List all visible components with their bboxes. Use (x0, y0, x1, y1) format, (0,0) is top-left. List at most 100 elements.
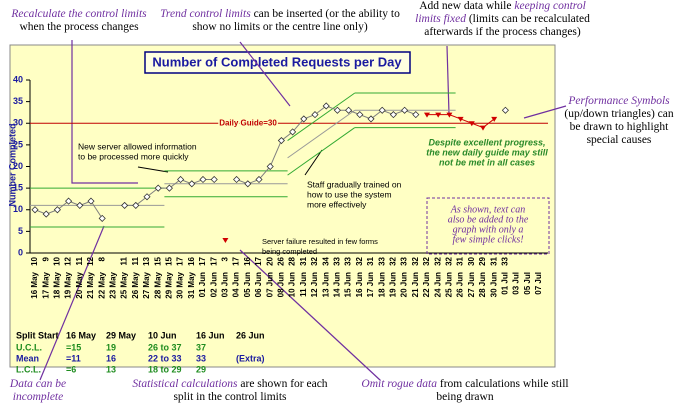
value-label: 30 (467, 256, 476, 265)
arrow (39, 225, 105, 381)
callout-text: from calculations while still being draw… (436, 378, 569, 403)
table-row-label: Mean (16, 353, 39, 363)
callout: Add new data while keeping control limit… (410, 0, 595, 39)
value-label: 15 (153, 256, 162, 265)
point (266, 162, 274, 171)
y-tick-label: 30 (13, 118, 23, 128)
y-tick-label: 5 (18, 226, 23, 236)
value-label: 33 (377, 256, 386, 265)
point (345, 106, 353, 114)
annotation: New server allowed information (78, 141, 197, 151)
point (446, 112, 453, 118)
y-tick-label: 40 (13, 74, 23, 84)
callout-text: (limits can be recalculated afterwards i… (424, 13, 590, 38)
value-label: 20 (265, 256, 274, 265)
point (154, 184, 162, 192)
point (480, 125, 486, 131)
annotation: the new daily guide may still (426, 147, 548, 157)
arrow (71, 40, 138, 184)
x-tick-label: 12 Jun (310, 272, 319, 297)
table-cell: 16 Jun (196, 330, 225, 340)
table-cell: 19 (106, 342, 116, 352)
point (121, 201, 129, 209)
arrow (239, 249, 381, 381)
value-label: 11 (131, 256, 140, 265)
annotation: to be processed more quickly (78, 151, 189, 161)
x-tick-label: 18 May (53, 271, 62, 298)
x-tick-label: 04 Jun (232, 272, 241, 297)
point (255, 175, 263, 184)
x-tick-label: 31 May (187, 271, 196, 298)
value-label: 9 (41, 256, 50, 261)
point (289, 128, 297, 136)
table-cell: 22 to 33 (148, 353, 182, 363)
x-tick-label: 25 Jun (445, 272, 454, 297)
x-tick-label: 10 Jun (288, 272, 297, 297)
callout: Trend control limits can be inserted (or… (160, 8, 400, 34)
table-cell: =6 (66, 364, 76, 374)
x-tick-label: 22 May (97, 271, 106, 298)
y-tick-label: 25 (13, 139, 23, 149)
x-tick-label: 02 Jun (209, 272, 218, 297)
x-tick-label: 17 Jun (366, 272, 375, 297)
value-label: 31 (456, 256, 465, 265)
point (143, 193, 151, 201)
value-label: 8 (97, 256, 106, 261)
point (31, 206, 39, 214)
x-tick-label: 27 May (142, 271, 151, 298)
x-tick-label: 26 May (131, 271, 140, 298)
x-tick-label: 07 Jun (265, 272, 274, 297)
point (222, 238, 229, 244)
point (233, 175, 241, 184)
mean-line (287, 109, 356, 159)
note-arrows (137, 149, 323, 176)
callout-text: are shown for each split in the control … (173, 378, 328, 403)
table-cell: =15 (66, 342, 81, 352)
x-tick-label: 03 Jul (512, 272, 521, 295)
x-tick-label: 30 May (176, 271, 185, 298)
value-label: 3 (221, 256, 230, 261)
value-label: 31 (299, 256, 308, 265)
annotation: few simple clicks! (452, 234, 523, 245)
value-label: 17 (176, 256, 185, 265)
point (378, 106, 386, 114)
point (42, 210, 50, 218)
table-cell: 10 Jun (148, 330, 177, 340)
ucl-line (287, 92, 356, 141)
value-label: 11 (120, 256, 129, 265)
x-tick-label: 05 Jul (523, 272, 532, 295)
point (424, 112, 430, 118)
x-tick-label: 06 Jun (254, 272, 263, 297)
table-cell: 16 (106, 353, 116, 363)
x-tick-label: 28 Jun (478, 272, 487, 297)
title-box (144, 51, 411, 74)
callout-emphasis: Omit rogue data (361, 378, 437, 390)
point (132, 201, 140, 209)
table-cell: 33 (196, 353, 206, 363)
callout-emphasis: Recalculate the control limits (11, 8, 147, 20)
table-cell: 18 to 29 (148, 364, 182, 374)
chart-background (9, 44, 556, 368)
annotation: also be added to the (448, 214, 529, 225)
point (76, 201, 84, 209)
x-tick-label: 16 May (30, 271, 39, 298)
y-axis-label: Number Completed (7, 123, 17, 206)
lcl-line (287, 127, 356, 176)
x-tick-label: 21 May (86, 271, 95, 298)
x-tick-label: 17 May (41, 271, 50, 298)
value-label: 32 (411, 256, 420, 265)
callout: Recalculate the control limits when the … (4, 8, 154, 34)
point (165, 184, 173, 192)
point (87, 197, 95, 205)
table-cell: 26 Jun (236, 330, 265, 340)
table-cell: 26 to 37 (148, 342, 182, 352)
value-label: 34 (321, 256, 330, 265)
callout-emphasis: Data can be incomplete (9, 378, 67, 403)
x-tick-label: 01 Jul (501, 272, 510, 295)
annotation: Staff gradually trained on (307, 179, 402, 189)
value-label: 33 (344, 256, 353, 265)
y-tick-label: 15 (13, 183, 23, 193)
point (412, 111, 420, 119)
guide-label: Daily Guide=30 (219, 118, 277, 127)
